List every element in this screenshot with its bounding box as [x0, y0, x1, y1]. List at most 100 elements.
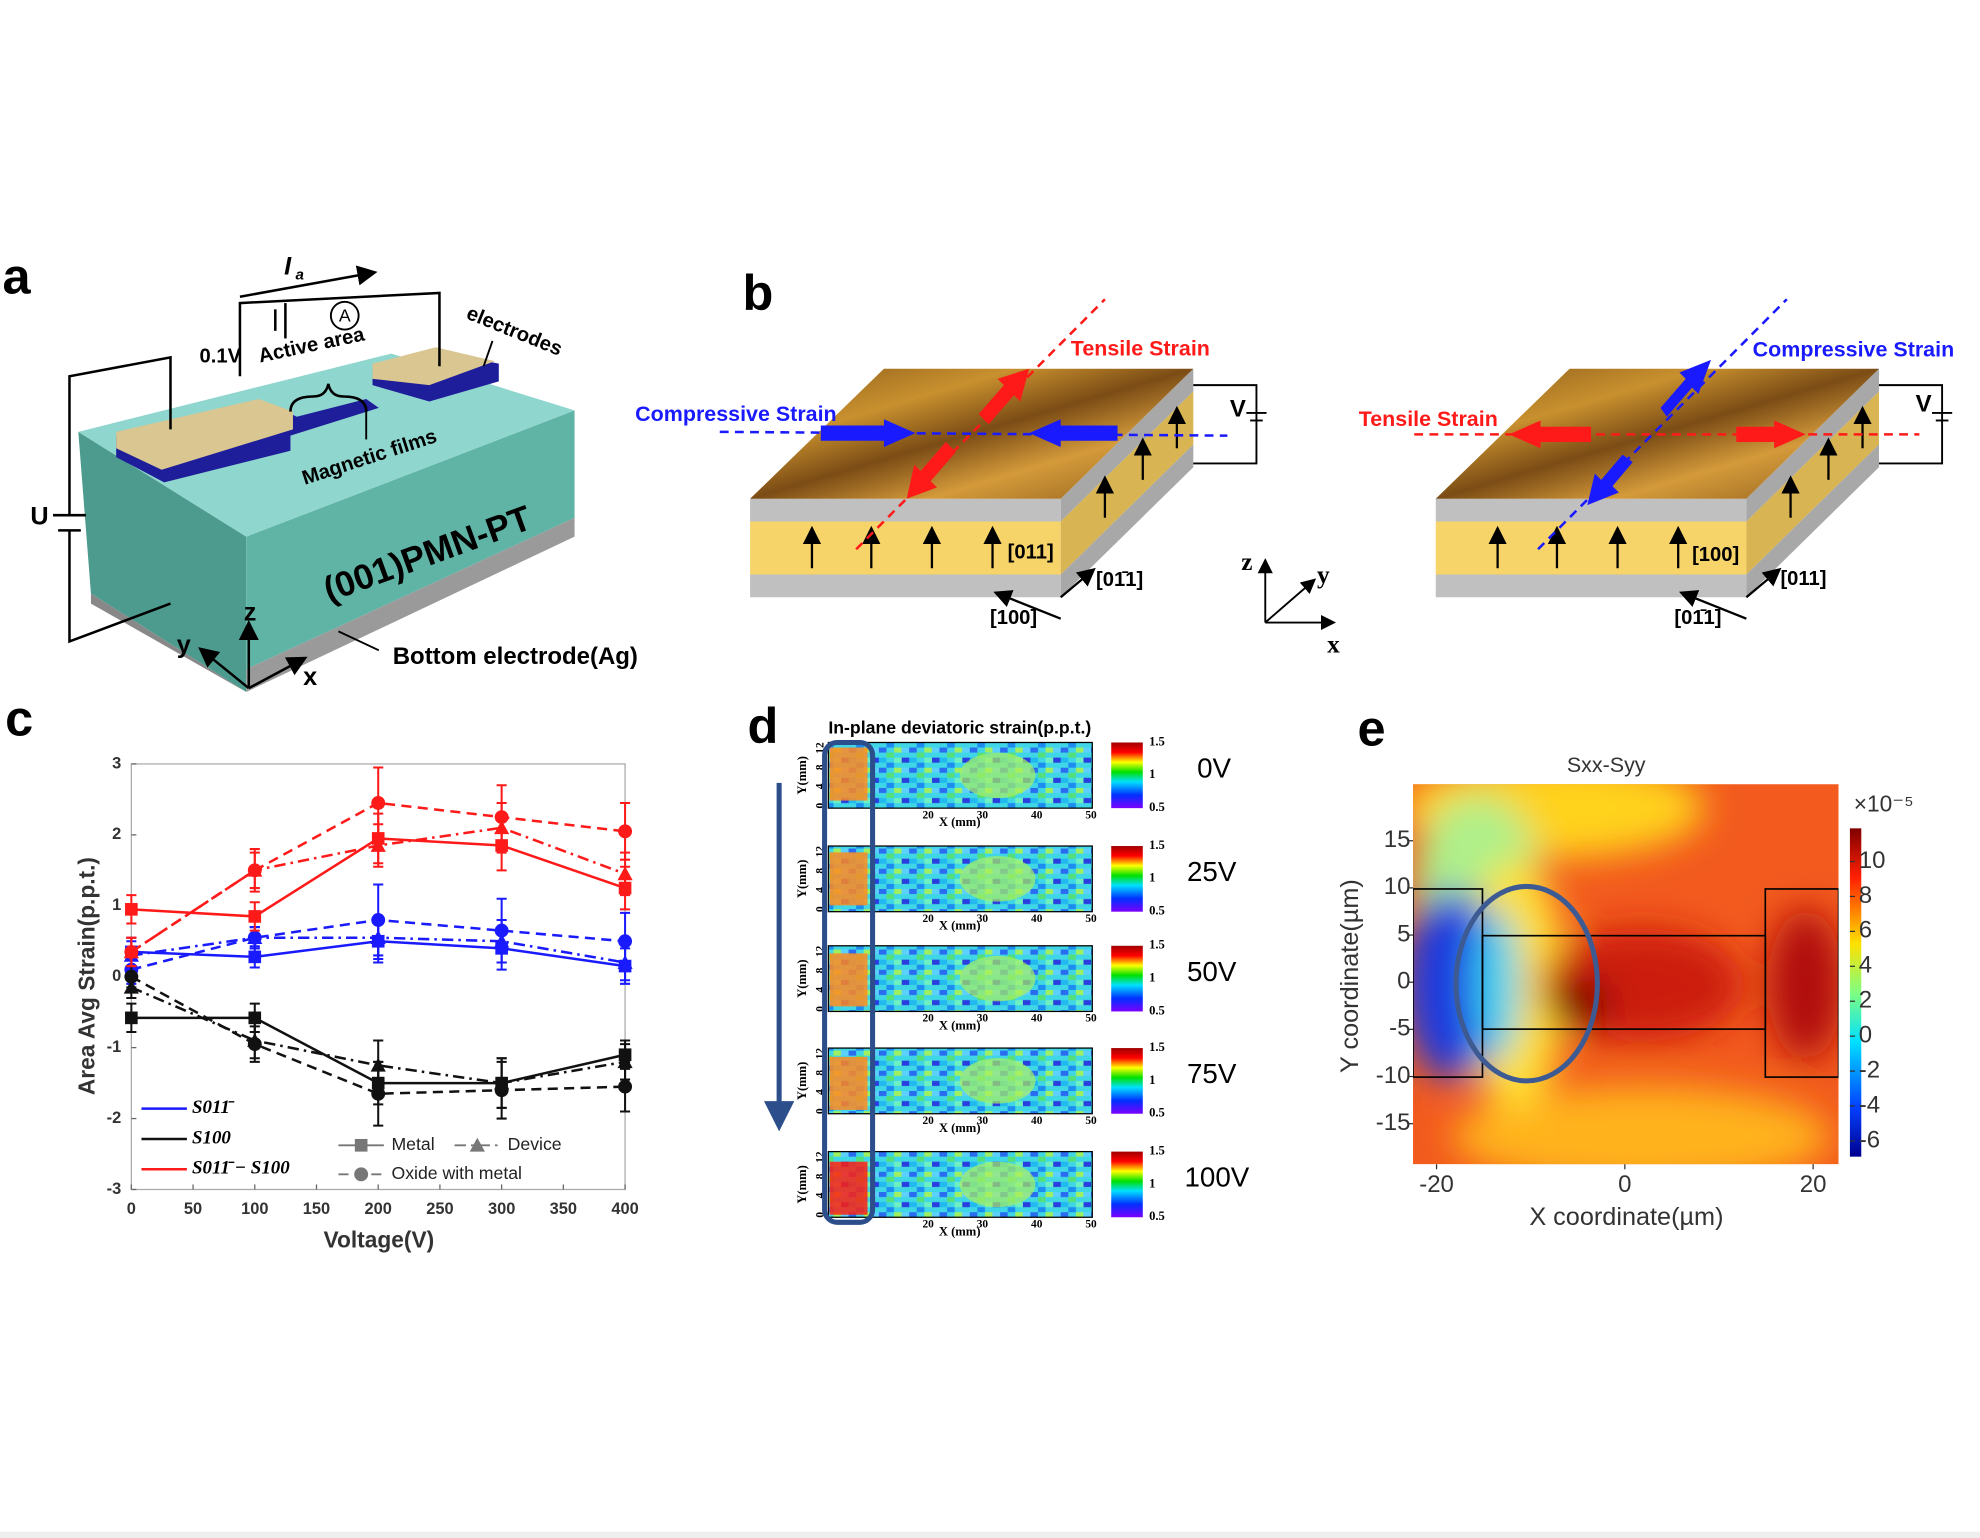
bottom-label: Bottom electrode(Ag) [393, 643, 638, 670]
colorbar [1849, 828, 1862, 1157]
y-tick-label: 4 [814, 887, 826, 893]
y-tick-label: 5 [1397, 920, 1410, 947]
bottom-electrode [246, 517, 575, 692]
x-tick-label: 30 [977, 809, 989, 821]
y-tick-label: -3 [107, 1180, 122, 1198]
colorbar [1111, 742, 1143, 809]
colorbar-multiplier: ×10⁻⁵ [1854, 791, 1914, 817]
compressive-arrow [1587, 454, 1633, 506]
crystal-right [1436, 369, 1952, 619]
voltage-label: V [1916, 391, 1932, 418]
colorbar-tick-label: 0 [1859, 1022, 1872, 1049]
direction-arrow [1059, 567, 1096, 599]
data-point [494, 923, 509, 938]
colorbar-tick-label: 1.5 [1149, 1143, 1165, 1157]
tensile-arrow [1736, 420, 1806, 449]
colorbar-tick-label: 2 [1859, 987, 1872, 1014]
panel-b: b Tensile Strain Compressive Strain V [0… [635, 264, 1954, 658]
x-tick-label: 40 [1031, 1013, 1043, 1025]
strain-blob [959, 1161, 1036, 1208]
voltage-label: V [1230, 396, 1246, 423]
x-axis-label: X (mm) [939, 1018, 981, 1032]
y-tick-label: 12 [814, 1048, 826, 1060]
data-point [371, 796, 386, 810]
direction-label: [01̄1] [1674, 607, 1721, 629]
legend-label: S100 [192, 1127, 231, 1148]
colorbar-tick-label: 1 [1149, 1073, 1155, 1087]
x-axis-label: X coordinate(µm) [1529, 1203, 1723, 1231]
data-point [370, 837, 386, 852]
voltage-label: 75V [1187, 1058, 1237, 1089]
device-outline [1764, 888, 1839, 1078]
y-tick-label: 0 [112, 967, 121, 985]
pointer [482, 340, 494, 367]
data-point [617, 866, 633, 881]
axis-x-label: x [303, 663, 317, 691]
y-axis-label: Y(mm) [795, 1062, 809, 1101]
y-tick-label: 0 [814, 1006, 826, 1012]
x-tick-label: 30 [977, 1115, 989, 1127]
voltage-label: 25V [1187, 856, 1237, 887]
current-arrow [239, 265, 378, 298]
x-tick-label: 50 [1085, 913, 1097, 925]
x-tick-label: 50 [184, 1200, 202, 1218]
compressive-label: Compressive Strain [1753, 338, 1955, 362]
x-tick-label: 350 [550, 1200, 577, 1218]
y-tick-label: 0 [814, 1108, 826, 1114]
y-tick-label: 12 [814, 742, 826, 754]
colorbar-tick-label: 1.5 [1149, 1040, 1165, 1054]
panel-title: In-plane deviatoric strain(p.p.t.) [828, 717, 1091, 737]
layer [750, 498, 1061, 522]
compressive-arrow [1029, 419, 1118, 448]
strain-hotspot [829, 747, 868, 801]
data-point [125, 1011, 138, 1025]
layer [1060, 368, 1194, 522]
data-point [618, 934, 633, 949]
y-tick-label: 8 [814, 868, 826, 874]
layer [1060, 444, 1194, 598]
brace [289, 383, 368, 412]
y-tick-label: 10 [1384, 873, 1411, 900]
colorbar-tick-label: -4 [1859, 1091, 1880, 1118]
strain-hotspot [829, 1056, 868, 1110]
panel-label: a [3, 248, 32, 305]
colorbar-tick-label: 10 [1859, 847, 1886, 874]
colorbar-tick-label: 1 [1149, 871, 1155, 885]
x-tick-label: 0 [127, 1200, 136, 1218]
x-tick-label: 20 [922, 1115, 934, 1127]
x-axis-label: X (mm) [939, 1121, 981, 1135]
panel-label: b [743, 264, 774, 321]
x-tick-label: -20 [1419, 1171, 1454, 1198]
y-axis-label: Y(mm) [795, 756, 809, 795]
y-tick-label: -2 [107, 1109, 122, 1127]
axis-y [198, 647, 250, 690]
axis-x [248, 656, 308, 690]
x-axis-label: Voltage(V) [324, 1226, 435, 1252]
data-point [247, 930, 262, 945]
y-tick-label: 12 [814, 945, 826, 957]
y-tick-label: 2 [112, 825, 121, 843]
current-subscript: a [296, 266, 304, 283]
colorbar-tick-label: 8 [1859, 882, 1872, 909]
data-point [124, 969, 139, 984]
heat-blob [1546, 978, 1610, 1030]
x-tick-label: 50 [1085, 1218, 1097, 1230]
axis-x-label: x [1327, 630, 1340, 658]
colorbar-tick-label: 1.5 [1149, 938, 1165, 952]
tensile-arrow [906, 441, 956, 499]
y-tick-label: 0 [814, 1212, 826, 1218]
block-right [246, 410, 575, 670]
y-axis-label: Y(mm) [795, 959, 809, 998]
data-point [494, 810, 509, 825]
block-top [78, 353, 575, 537]
strain-blob [959, 856, 1036, 902]
strain-blob [959, 955, 1036, 1002]
y-tick-label: 4 [814, 1089, 826, 1095]
y-tick-label: 8 [814, 764, 826, 770]
colorbar-tick-label: 0.5 [1149, 904, 1165, 918]
wire [68, 355, 172, 516]
panel-title: Sxx-Syy [1567, 753, 1646, 777]
compressive-label: Compressive Strain [635, 402, 837, 426]
electrode-right [372, 347, 496, 386]
direction-label: [011] [1008, 541, 1054, 563]
